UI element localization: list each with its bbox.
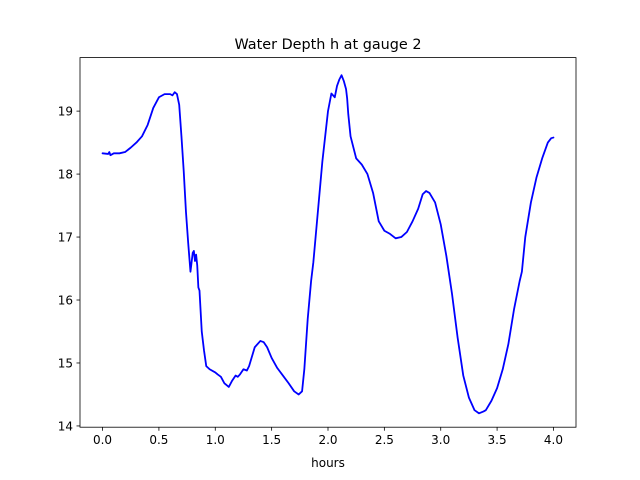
x-tick-label: 3.5 xyxy=(488,433,507,447)
x-tick-label: 4.0 xyxy=(544,433,563,447)
y-tick-label: 16 xyxy=(58,294,73,308)
chart-title: Water Depth h at gauge 2 xyxy=(234,37,421,53)
y-tick-label: 18 xyxy=(58,168,73,182)
series-line xyxy=(101,74,555,415)
x-tick-label: 1.0 xyxy=(206,433,225,447)
x-axis-label: hours xyxy=(311,456,345,470)
x-tick-label: 1.5 xyxy=(262,433,281,447)
y-tick-label: 17 xyxy=(58,231,73,245)
x-tick-label: 0.0 xyxy=(93,433,112,447)
x-tick-label: 2.5 xyxy=(375,433,394,447)
y-tick-label: 14 xyxy=(58,419,73,433)
x-tick-label: 2.0 xyxy=(318,433,337,447)
x-axis: 0.0 0.5 1.0 1.5 2.0 2.5 3.0 3.5 4.0 xyxy=(93,427,563,447)
series-layer xyxy=(101,74,555,415)
x-tick-label: 0.5 xyxy=(149,433,168,447)
y-tick-label: 15 xyxy=(58,356,73,370)
y-axis: 14 15 16 17 18 19 xyxy=(58,105,80,433)
y-tick-label: 19 xyxy=(58,105,73,119)
x-tick-label: 3.0 xyxy=(431,433,450,447)
